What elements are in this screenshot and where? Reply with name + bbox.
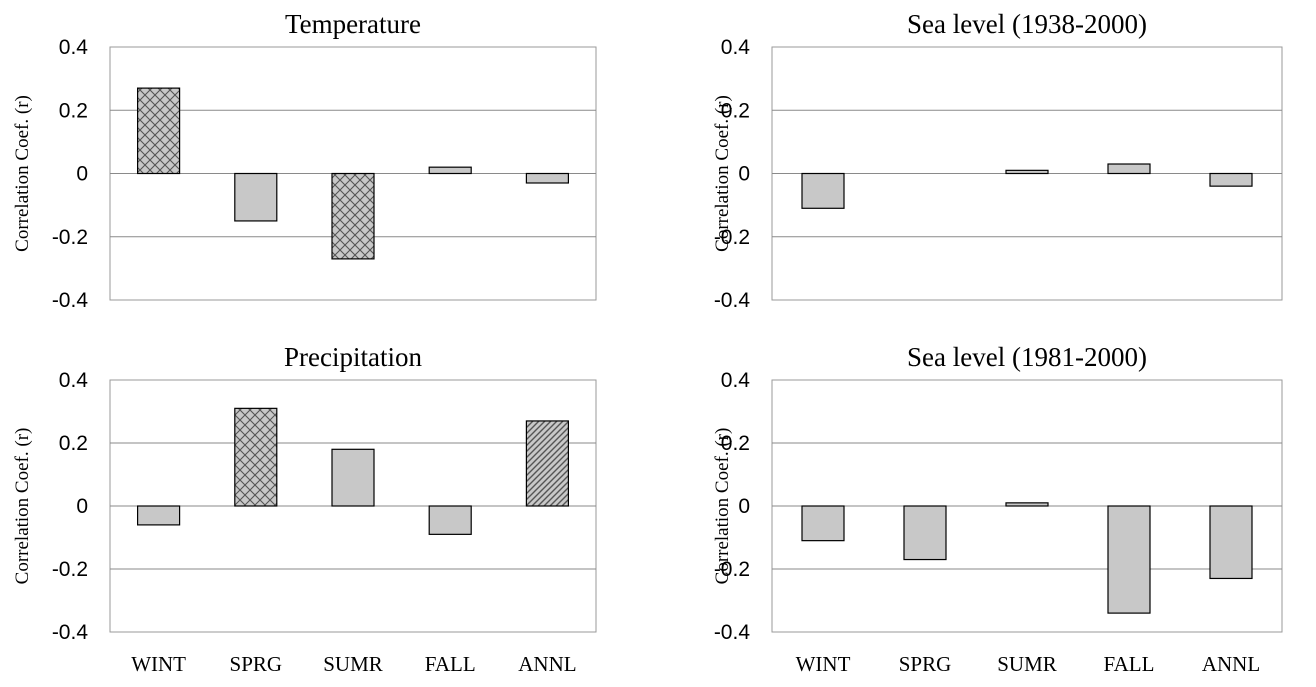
- chart-title: Temperature: [285, 9, 421, 39]
- bar-sprg: [234, 172, 278, 222]
- y-tick-label: -0.2: [714, 226, 750, 249]
- y-axis-label: Correlation Coef. (r): [12, 428, 33, 585]
- sea-level-1938-2000-panel: 0.4 0.2 0 -0.2 -0.4 Sea level (1938-2000) Corr…: [712, 9, 1283, 312]
- bar-fall: [428, 505, 472, 535]
- x-tick-label: SUMR: [323, 652, 383, 676]
- bar-annl: [1209, 505, 1253, 580]
- y-axis-label: Correlation Coef. (r): [12, 95, 33, 252]
- bar-sumr: [331, 448, 375, 507]
- chart-title: Precipitation: [284, 342, 422, 372]
- bar-wint: [801, 505, 845, 542]
- bar-annl: [1209, 172, 1253, 187]
- y-tick-label: -0.4: [714, 289, 751, 312]
- y-tick-label: -0.2: [52, 226, 88, 249]
- bar-annl: [525, 172, 570, 184]
- bar-fall: [428, 166, 472, 175]
- y-tick-label: 0.4: [721, 36, 751, 59]
- bar-sprg: [903, 505, 947, 561]
- y-tick-label: 0.2: [721, 99, 750, 122]
- x-tick-label: SPRG: [899, 652, 952, 676]
- y-tick-label: 0: [76, 495, 88, 518]
- y-tick-label: 0.2: [721, 432, 750, 455]
- chart-title: Sea level (1981-2000): [907, 342, 1147, 372]
- x-tick-label: ANNL: [518, 652, 576, 676]
- y-axis-label: Correlation Coef. (r): [712, 428, 733, 585]
- chart-title: Sea level (1938-2000): [907, 9, 1147, 39]
- y-tick-label: -0.4: [52, 289, 89, 312]
- y-tick-label: -0.2: [52, 558, 88, 581]
- bar-wint: [137, 505, 181, 526]
- bar-sumr: [1005, 502, 1049, 507]
- bar-sumr: [331, 172, 375, 260]
- y-tick-label: -0.4: [52, 621, 89, 644]
- x-tick-label: SPRG: [230, 652, 283, 676]
- x-tick-label: FALL: [1104, 652, 1155, 676]
- bar-fall: [1107, 505, 1151, 614]
- bar-sumr: [1005, 169, 1049, 175]
- y-tick-label: 0.2: [59, 99, 88, 122]
- precipitation-panel: 0.4 0.2 0 -0.2 -0.4 Precipitation Correlation …: [12, 342, 597, 676]
- y-tick-label: 0.2: [59, 432, 88, 455]
- bar-wint: [137, 87, 181, 175]
- temperature-panel: 0.4 0.2 0 -0.2 -0.4 Temperature Correlation Co…: [12, 9, 597, 312]
- y-axis-label: Correlation Coef. (r): [712, 95, 733, 252]
- bar-wint: [801, 172, 845, 209]
- y-tick-label: 0.4: [59, 369, 89, 392]
- sea-level-1981-2000-panel: 0.4 0.2 0 -0.2 -0.4 Sea level (1981-2000) Corr…: [712, 342, 1283, 676]
- y-tick-label: 0.4: [721, 369, 751, 392]
- x-tick-label: WINT: [131, 652, 186, 676]
- y-tick-label: 0: [76, 163, 88, 186]
- bar-fall: [1107, 163, 1151, 175]
- bar-sprg: [234, 407, 278, 507]
- y-tick-label: 0: [738, 495, 750, 518]
- x-tick-label: ANNL: [1202, 652, 1260, 676]
- bar-annl: [525, 420, 570, 507]
- x-tick-label: FALL: [425, 652, 476, 676]
- y-tick-label: -0.4: [714, 621, 751, 644]
- y-tick-label: -0.2: [714, 558, 750, 581]
- x-tick-label: WINT: [796, 652, 851, 676]
- y-tick-label: 0: [738, 163, 750, 186]
- y-tick-label: 0.4: [59, 36, 89, 59]
- x-tick-label: SUMR: [997, 652, 1057, 676]
